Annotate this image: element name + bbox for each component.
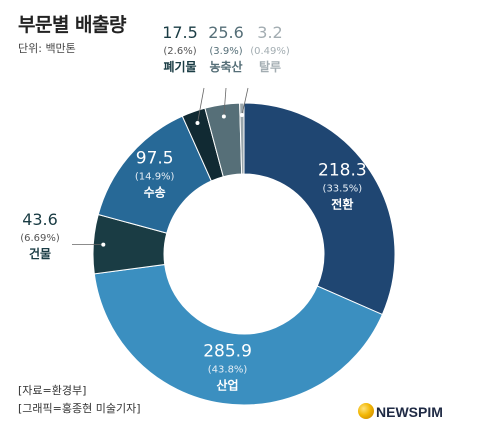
name-label-5: 농축산 [209, 59, 242, 74]
brand-logo: NEWSPIM [376, 404, 443, 420]
name-label-3: 수송 [144, 186, 166, 200]
leader-dot-5 [221, 114, 226, 119]
newspim-logo-icon [358, 403, 374, 419]
source-data: [자료=환경부] [18, 384, 87, 397]
pct-label-6: (0.49%) [250, 46, 290, 57]
name-label-6: 탈루 [259, 60, 281, 74]
leader-line-4 [197, 87, 205, 124]
name-label-0: 전환 [331, 197, 353, 212]
name-label-1: 산업 [217, 377, 239, 392]
leader-dot-2 [101, 242, 106, 247]
leader-line-6 [241, 87, 249, 116]
value-label-1: 285.9 [203, 341, 252, 361]
chart-title: 부문별 배출량 [18, 14, 127, 36]
name-label-4: 폐기물 [163, 59, 196, 74]
pct-label-1: (43.8%) [208, 364, 248, 375]
value-label-0: 218.3 [318, 161, 367, 181]
source-graphic: [그래픽=홍종현 미술기자] [18, 402, 141, 415]
pct-label-3: (14.9%) [135, 172, 175, 183]
name-label-2: 건물 [29, 246, 51, 261]
leader-dot-4 [195, 121, 200, 126]
leader-line-5 [223, 87, 227, 117]
value-label-2: 43.6 [22, 210, 58, 229]
value-label-5: 25.6 [208, 23, 244, 42]
pie-slice-0 [243, 102, 396, 316]
pct-label-0: (33.5%) [323, 184, 363, 195]
value-label-3: 97.5 [136, 149, 174, 169]
pct-label-5: (3.9%) [209, 46, 242, 57]
pct-label-4: (2.6%) [163, 46, 196, 57]
pct-label-2: (6.69%) [20, 233, 60, 244]
pie-slice-6 [239, 102, 245, 175]
unit-label: 단위: 백만톤 [18, 42, 76, 55]
value-label-6: 3.2 [257, 23, 282, 42]
leader-dot-6 [239, 113, 244, 118]
pie-slice-1 [93, 263, 383, 406]
value-label-4: 17.5 [162, 23, 198, 42]
